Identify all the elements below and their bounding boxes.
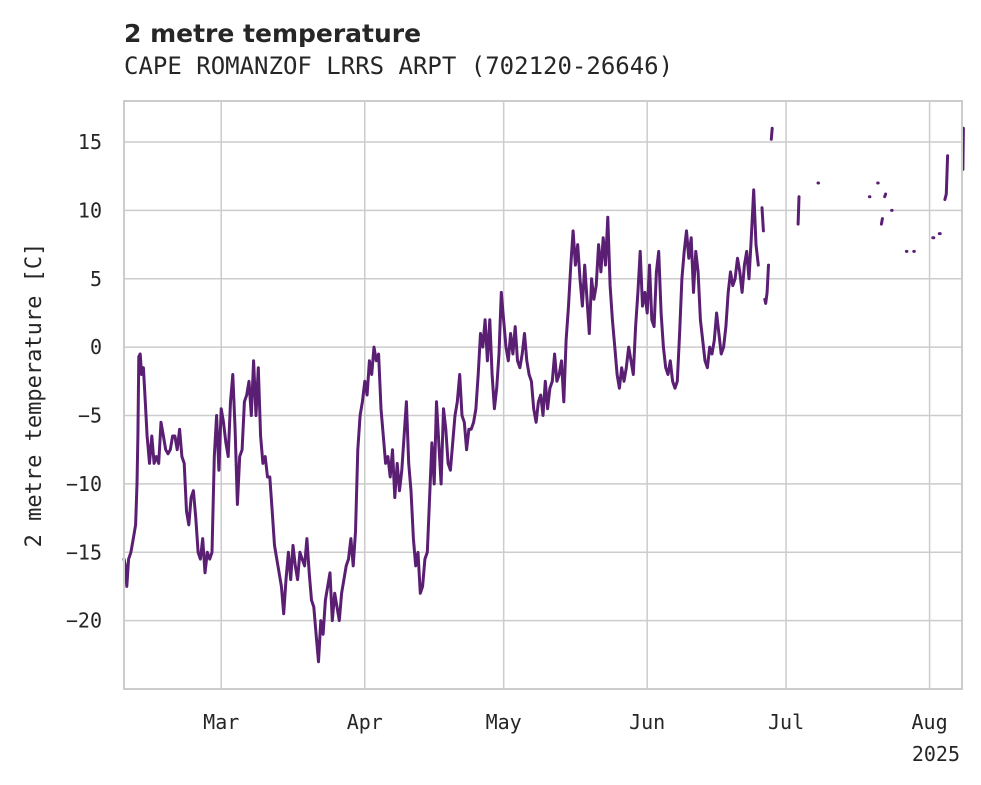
x-axis-ticks: Mar Apr May Jun Jul Aug [203, 710, 947, 734]
x-tick-mar: Mar [203, 710, 239, 734]
plot-frame [123, 100, 963, 690]
x-tick-jun: Jun [629, 710, 665, 734]
chart-title: 2 metre temperature [124, 19, 421, 48]
grid-lines [124, 101, 962, 689]
series-segment-1 [760, 206, 765, 233]
series-segment-3 [769, 126, 774, 141]
y-axis-label: 2 metre temperature [C] [22, 243, 47, 548]
y-tick--15: −15 [66, 540, 102, 564]
series-segment-4 [796, 195, 801, 226]
x-tick-apr: Apr [347, 710, 383, 734]
series-segment-15 [943, 154, 950, 201]
y-tick--10: −10 [66, 472, 102, 496]
x-tick-jul: Jul [768, 710, 804, 734]
series-segment-8 [879, 217, 884, 226]
x-tick-aug: Aug [912, 710, 948, 734]
year-label: 2025 [912, 742, 960, 766]
y-tick-15: 15 [78, 130, 102, 154]
y-tick--5: −5 [78, 404, 102, 428]
series-segment-2 [763, 263, 770, 305]
y-tick-5: 5 [90, 267, 102, 291]
x-tick-may: May [486, 710, 522, 734]
series-segment-0 [122, 188, 760, 664]
y-tick--20: −20 [66, 609, 102, 633]
y-tick-0: 0 [90, 335, 102, 359]
data-series [122, 126, 965, 664]
y-axis-ticks: −20 −15 −10 −5 0 5 10 15 [66, 130, 102, 633]
chart-subtitle: CAPE ROMANZOF LRRS ARPT (702120-26646) [124, 52, 673, 80]
series-segment-9 [883, 192, 888, 199]
y-tick-10: 10 [78, 198, 102, 222]
